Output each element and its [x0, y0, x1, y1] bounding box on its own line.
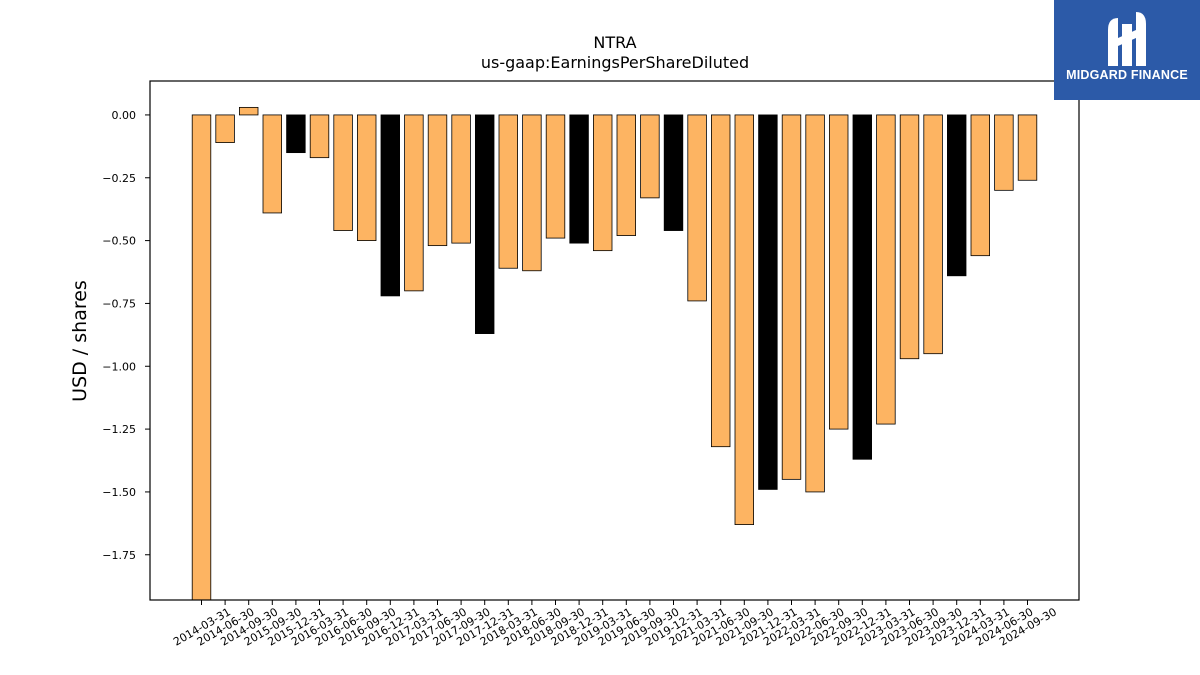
bar-2017-09-30	[451, 114, 471, 244]
y-tick-label: −0.25	[102, 172, 136, 185]
y-tick-label: 0.00	[112, 109, 137, 122]
bar-2023-06-30	[899, 114, 920, 360]
bar-2021-09-30	[734, 114, 755, 526]
bar-2023-12-31	[947, 114, 967, 277]
x-axis: 2014-03-312014-06-302014-09-302015-09-30…	[171, 600, 1059, 649]
brand-name: MIDGARD FINANCE	[1066, 68, 1188, 82]
bar-2019-09-30	[640, 114, 660, 199]
bar-2021-06-30	[711, 114, 731, 448]
bar-2014-09-30	[238, 106, 259, 116]
bar-2019-06-30	[616, 114, 637, 236]
y-tick-label: −1.25	[102, 423, 136, 436]
bar-2014-06-30	[215, 114, 235, 143]
bar-2022-12-31	[852, 114, 873, 460]
bar-2022-09-30	[829, 114, 849, 430]
plot-frame	[149, 80, 1080, 601]
bar-2018-12-31	[569, 114, 589, 244]
bar-2023-03-31	[876, 114, 896, 425]
bar-2024-09-30	[1017, 114, 1038, 181]
bar-2018-09-30	[545, 114, 566, 239]
bar-2019-03-31	[593, 114, 613, 252]
bar-2018-03-31	[498, 114, 519, 269]
bar-2021-03-31	[687, 114, 707, 302]
y-tick-label: −1.75	[102, 549, 136, 562]
y-tick-label: −0.50	[102, 235, 136, 248]
bar-2017-03-31	[404, 114, 424, 292]
bar-2016-09-30	[356, 114, 377, 241]
y-tick-label: −0.75	[102, 297, 136, 310]
y-tick-label: −1.00	[102, 360, 136, 373]
bar-2018-06-30	[522, 114, 542, 272]
brand-logo: MIDGARD FINANCE	[1054, 0, 1200, 100]
y-axis: 0.00 −0.25 −0.50 −0.75 −1.00 −1.25 −1.50 −1.75	[102, 109, 150, 562]
bar-2021-12-31	[758, 114, 778, 490]
y-tick-label: −1.50	[102, 486, 136, 499]
bar-2015-12-31	[286, 114, 306, 154]
bar-2019-12-31	[663, 114, 684, 231]
bar-2024-06-30	[994, 114, 1014, 191]
midgard-m-icon	[1108, 12, 1146, 66]
chart-subtitle: us-gaap:EarningsPerShareDiluted	[481, 53, 749, 72]
bar-2023-09-30	[923, 114, 943, 355]
bar-2016-03-31	[309, 114, 330, 159]
bar-2017-06-30	[427, 114, 448, 247]
bar-2016-12-31	[380, 114, 401, 297]
bars-group	[191, 106, 1038, 601]
bar-2014-03-31	[191, 114, 212, 601]
bar-2015-09-30	[262, 114, 283, 214]
bar-2016-06-30	[333, 114, 353, 231]
bar-2022-06-30	[805, 114, 825, 493]
bar-2017-12-31	[474, 114, 495, 334]
chart-title: NTRA	[593, 33, 636, 52]
bar-2024-03-31	[970, 114, 991, 257]
bar-2022-03-31	[781, 114, 802, 480]
y-axis-label: USD / shares	[69, 280, 91, 402]
